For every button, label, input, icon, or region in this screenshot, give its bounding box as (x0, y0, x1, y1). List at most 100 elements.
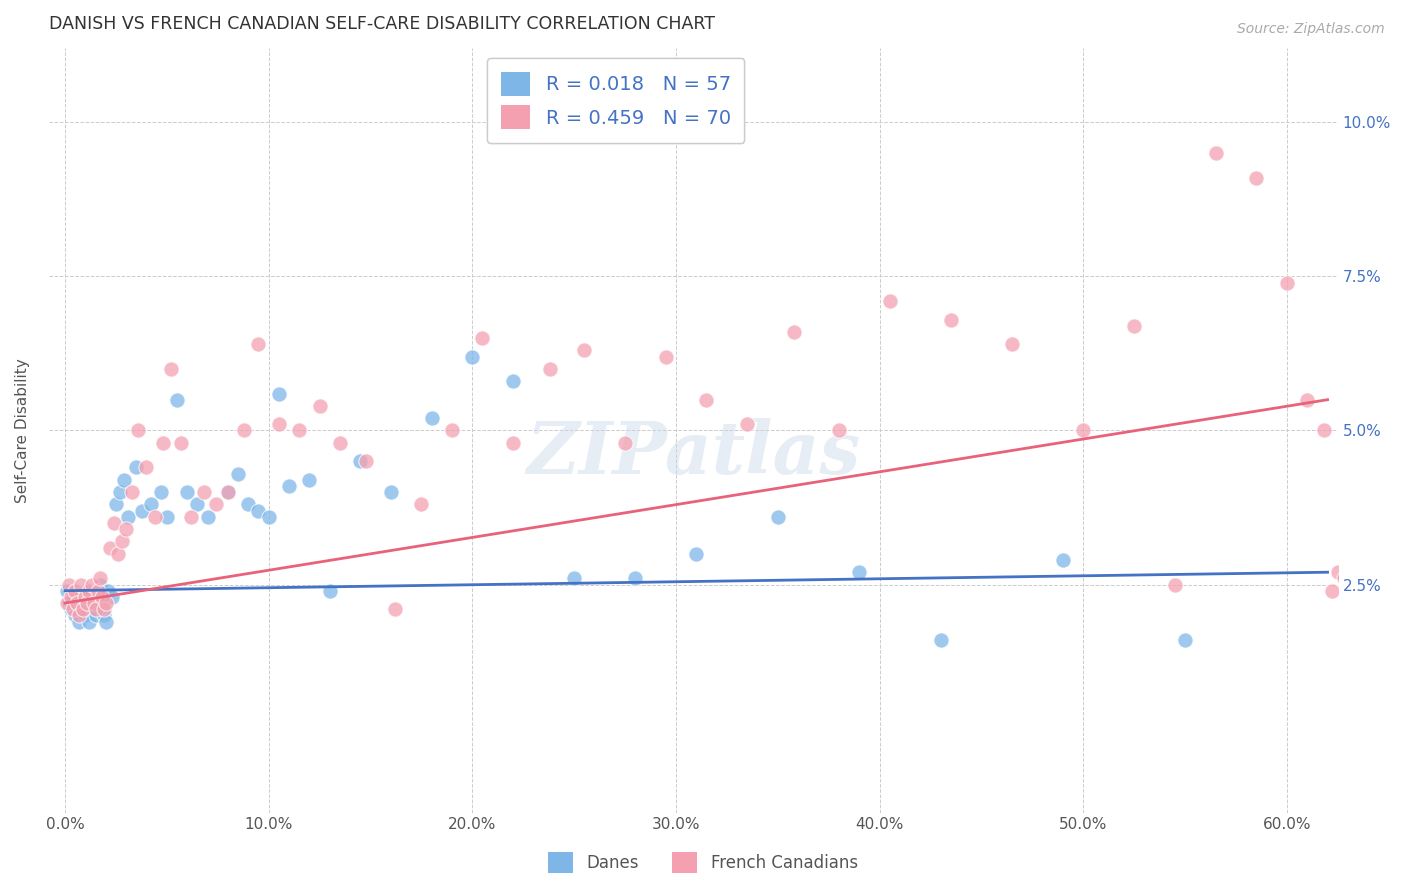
Point (80, 596, 103, 610)
Point (1246, 170, 1268, 185)
Point (72, 602, 94, 616)
Point (56, 596, 79, 610)
Point (766, 509, 789, 524)
Point (176, 485, 198, 500)
Point (247, 337, 270, 351)
Point (166, 392, 188, 407)
Point (1164, 577, 1187, 591)
Point (1174, 632, 1197, 647)
Point (197, 509, 219, 524)
Point (90, 590, 112, 604)
Point (420, 411, 443, 425)
Point (170, 435, 193, 450)
Point (562, 571, 585, 585)
Point (76, 583, 98, 598)
Legend: Danes, French Canadians: Danes, French Canadians (541, 846, 865, 880)
Point (94, 596, 117, 610)
Point (879, 294, 901, 309)
Point (111, 534, 134, 549)
Point (83, 596, 105, 610)
Point (238, 498, 260, 512)
Point (76, 596, 98, 610)
Point (72, 602, 94, 616)
Point (1001, 337, 1024, 351)
Point (83, 602, 105, 616)
Point (685, 547, 707, 561)
Point (783, 325, 806, 339)
Point (115, 522, 138, 536)
Point (70, 590, 93, 604)
Point (104, 498, 127, 512)
Point (1071, 424, 1094, 438)
Point (461, 350, 484, 364)
Point (848, 566, 870, 580)
Point (60, 602, 83, 616)
Point (1052, 553, 1074, 567)
Point (93, 602, 115, 616)
Point (204, 498, 226, 512)
Point (79, 615, 101, 629)
Text: DANISH VS FRENCH CANADIAN SELF-CARE DISABILITY CORRELATION CHART: DANISH VS FRENCH CANADIAN SELF-CARE DISA… (49, 15, 714, 33)
Point (614, 435, 637, 450)
Point (58, 596, 80, 610)
Point (86, 590, 108, 604)
Text: ZIPatlas: ZIPatlas (526, 418, 860, 489)
Point (574, 343, 596, 358)
Point (308, 399, 330, 413)
Point (97, 583, 120, 598)
Point (247, 503, 270, 517)
Point (384, 602, 406, 616)
Point (411, 498, 433, 512)
Point (502, 374, 524, 388)
Point (127, 424, 149, 438)
Point (84, 608, 107, 623)
Point (108, 485, 131, 500)
Point (735, 417, 758, 432)
Point (929, 632, 952, 647)
Point (75, 590, 97, 604)
Point (329, 435, 352, 450)
Point (1333, 571, 1355, 585)
Point (1312, 424, 1334, 438)
Point (67, 615, 90, 629)
Point (180, 509, 202, 524)
Point (152, 435, 174, 450)
Point (193, 485, 215, 500)
Point (67, 608, 90, 623)
Point (257, 509, 280, 524)
Point (112, 473, 135, 487)
Point (1205, 146, 1227, 161)
Point (226, 467, 249, 481)
Point (58, 577, 80, 591)
Point (80, 577, 103, 591)
Point (84, 602, 107, 616)
Point (107, 547, 129, 561)
Point (65, 583, 87, 598)
Point (349, 454, 371, 468)
Point (278, 479, 301, 493)
Point (86, 583, 108, 598)
Point (98, 541, 121, 555)
Point (538, 362, 561, 376)
Point (1275, 276, 1298, 290)
Point (103, 516, 125, 530)
Point (66, 596, 89, 610)
Point (160, 362, 183, 376)
Point (624, 571, 647, 585)
Point (75, 608, 97, 623)
Point (79, 583, 101, 598)
Point (94, 615, 117, 629)
Point (143, 509, 166, 524)
Point (233, 424, 256, 438)
Point (135, 460, 157, 475)
Point (149, 485, 172, 500)
Point (156, 509, 179, 524)
Point (62, 590, 84, 604)
Point (828, 424, 851, 438)
Point (1320, 583, 1343, 598)
Point (93, 608, 115, 623)
Point (186, 498, 208, 512)
Y-axis label: Self-Care Disability: Self-Care Disability (15, 358, 30, 503)
Point (267, 417, 290, 432)
Point (90, 596, 112, 610)
